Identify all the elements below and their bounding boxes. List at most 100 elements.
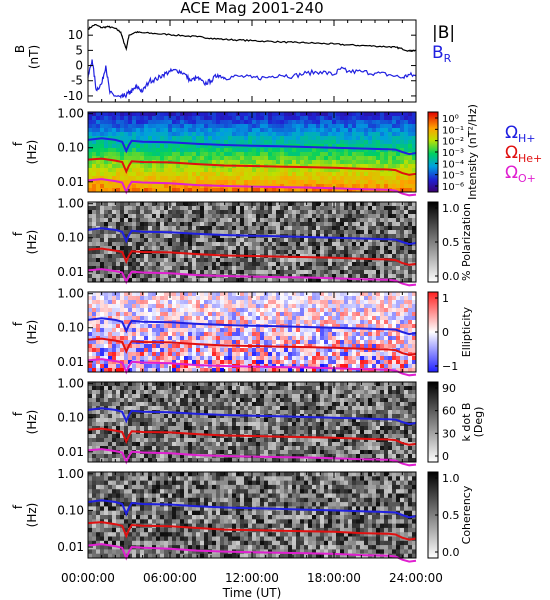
heatmap-cell [308, 344, 313, 349]
heatmap-cell [384, 202, 389, 207]
heatmap-cell [412, 132, 417, 137]
heatmap-cell [296, 136, 301, 141]
heatmap-cell [164, 112, 169, 117]
heatmap-cell [276, 328, 281, 333]
heatmap-cell [340, 176, 345, 181]
heatmap-cell [124, 340, 129, 345]
heatmap-cell [372, 250, 377, 255]
heatmap-cell [136, 184, 141, 189]
heatmap-cell [152, 308, 157, 313]
y-tick-label: 0.10 [57, 231, 84, 245]
heatmap-cell [404, 164, 409, 169]
heatmap-cell [412, 278, 417, 283]
heatmap-cell [172, 218, 177, 223]
heatmap-cell [348, 336, 353, 341]
heatmap-cell [168, 148, 173, 153]
heatmap-cell [136, 234, 141, 239]
heatmap-cell [364, 234, 369, 239]
heatmap-cell [176, 254, 181, 259]
heatmap-cell [396, 258, 401, 263]
heatmap-cell [172, 206, 177, 211]
heatmap-cell [276, 214, 281, 219]
heatmap-cell [388, 230, 393, 235]
heatmap-cell [340, 180, 345, 185]
heatmap-cell [308, 278, 313, 283]
heatmap-cell [344, 188, 349, 193]
heatmap-cell [316, 270, 321, 275]
heatmap-cell [92, 274, 97, 279]
heatmap-cell [232, 176, 237, 181]
heatmap-cell [300, 340, 305, 345]
heatmap-cell [100, 206, 105, 211]
legend-item: BR [432, 43, 452, 65]
heatmap-cell [140, 364, 145, 369]
heatmap-cell [156, 336, 161, 341]
heatmap-cell [288, 340, 293, 345]
heatmap-cell [276, 218, 281, 223]
heatmap-cell [400, 214, 405, 219]
heatmap-cell [348, 188, 353, 193]
heatmap-cell [312, 336, 317, 341]
heatmap-cell [344, 132, 349, 137]
heatmap-cell [208, 230, 213, 235]
heatmap-cell [128, 246, 133, 251]
heatmap-cell [392, 156, 397, 161]
heatmap-cell [300, 296, 305, 301]
heatmap-cell [316, 172, 321, 177]
heatmap-cell [224, 336, 229, 341]
heatmap-cell [188, 328, 193, 333]
heatmap-cell [264, 214, 269, 219]
heatmap-cell [304, 270, 309, 275]
heatmap-cell [268, 218, 273, 223]
heatmap-cell [284, 172, 289, 177]
heatmap-cell [128, 332, 133, 337]
heatmap-cell [256, 332, 261, 337]
heatmap-cell [252, 340, 257, 345]
heatmap-cell [384, 304, 389, 309]
heatmap-cell [212, 352, 217, 357]
heatmap-cell [100, 356, 105, 361]
heatmap-cell [292, 308, 297, 313]
heatmap-cell [184, 340, 189, 345]
heatmap-cell [196, 132, 201, 137]
heatmap-cell [372, 262, 377, 267]
heatmap-cell [120, 312, 125, 317]
heatmap-cell [236, 246, 241, 251]
heatmap-cell [376, 242, 381, 247]
heatmap-cell [328, 148, 333, 153]
heatmap-cell [196, 180, 201, 185]
heatmap-cell [380, 218, 385, 223]
heatmap-cell [132, 304, 137, 309]
heatmap-cell [140, 278, 145, 283]
heatmap-cell [336, 132, 341, 137]
heatmap-cell [144, 356, 149, 361]
heatmap-cell [332, 300, 337, 305]
heatmap-cell [412, 156, 417, 161]
heatmap-cell [96, 210, 101, 215]
heatmap-cell [108, 140, 113, 145]
heatmap-cell [116, 316, 121, 321]
heatmap-cell [176, 308, 181, 313]
heatmap-cell [208, 156, 213, 161]
heatmap-cell [296, 210, 301, 215]
heatmap-cell [316, 308, 321, 313]
heatmap-cell [164, 210, 169, 215]
heatmap-cell [324, 120, 329, 125]
heatmap-cell [276, 320, 281, 325]
heatmap-cell [100, 140, 105, 145]
heatmap-cell [212, 164, 217, 169]
heatmap-cell [96, 176, 101, 181]
heatmap-cell [272, 296, 277, 301]
heatmap-cell [220, 136, 225, 141]
heatmap-cell [304, 230, 309, 235]
heatmap-cell [408, 278, 413, 283]
heatmap-cell [372, 316, 377, 321]
heatmap-cell [256, 320, 261, 325]
heatmap-cell [104, 128, 109, 133]
heatmap-cell [372, 344, 377, 349]
heatmap-cell [132, 332, 137, 337]
heatmap-cell [184, 320, 189, 325]
heatmap-cell [168, 296, 173, 301]
heatmap-cell [196, 296, 201, 301]
heatmap-cell [396, 222, 401, 227]
